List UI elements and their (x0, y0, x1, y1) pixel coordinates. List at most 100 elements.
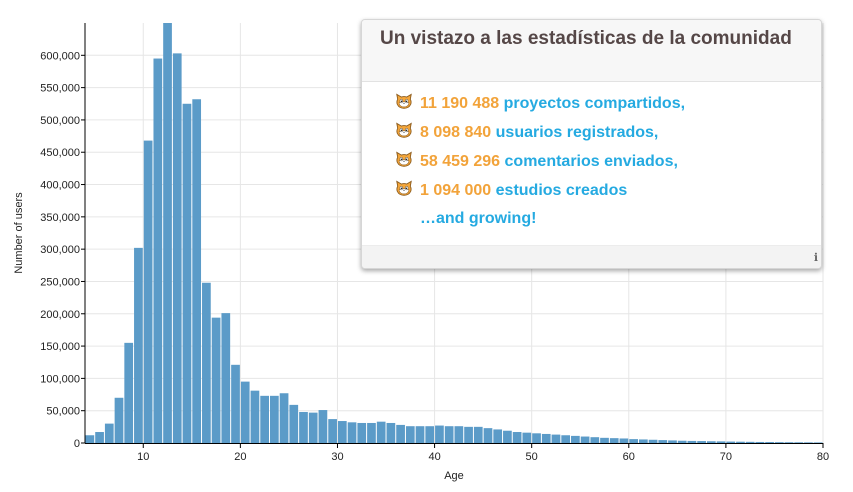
histogram-bar (143, 140, 153, 443)
histogram-bar (716, 441, 726, 443)
x-tick-label: 30 (331, 451, 343, 463)
histogram-bar (512, 432, 522, 443)
histogram-bar (765, 442, 774, 443)
y-tick-label: 50,000 (46, 406, 80, 418)
histogram-bar (153, 58, 163, 444)
scratch-cat-icon (396, 122, 412, 138)
histogram-bar (483, 428, 493, 443)
histogram-bar (405, 426, 415, 443)
histogram-bar (95, 432, 104, 443)
histogram-bar (571, 435, 580, 443)
histogram-bar (114, 397, 124, 443)
stat-label: estudios creados (495, 182, 628, 199)
info-icon[interactable]: ℹ (813, 251, 818, 264)
histogram-bar (648, 439, 658, 443)
bars (85, 23, 823, 444)
histogram-bar (435, 425, 444, 443)
histogram-bar (444, 426, 454, 443)
histogram-bar (745, 441, 755, 443)
y-tick-label: 400,000 (40, 180, 80, 192)
scratch-cat-icon (396, 180, 412, 196)
histogram-bar (493, 429, 503, 443)
stats-item-studios: 1 094 000 estudios creados (395, 178, 821, 207)
histogram-bar (211, 317, 221, 443)
histogram-bar (367, 422, 376, 443)
histogram-bar (134, 247, 143, 443)
y-axis-title: Number of users (13, 192, 25, 274)
histogram-bar (425, 426, 435, 443)
histogram-bar (172, 53, 182, 443)
x-axis-title: Age (444, 470, 464, 482)
histogram-bar (386, 422, 396, 443)
stat-label: comentarios enviados, (504, 153, 678, 170)
stats-panel-footer: ℹ (362, 245, 821, 268)
scratch-cat-icon (396, 93, 412, 109)
histogram-bar (658, 440, 668, 443)
histogram-bar (473, 426, 483, 443)
axes (84, 23, 823, 444)
histogram-bar (522, 432, 532, 443)
histogram-bar (687, 440, 697, 443)
histogram-bar (318, 410, 328, 443)
y-tick-label: 200,000 (40, 309, 80, 321)
histogram-bar (561, 435, 571, 443)
stats-panel-title: Un vistazo a las estadísticas de la comu… (380, 28, 792, 49)
x-axis-ticks: 10 20 30 40 50 60 70 80 (137, 443, 829, 463)
stats-item-comments: 58 459 296 comentarios enviados, (395, 149, 821, 178)
stat-number: 58 459 296 (420, 153, 501, 170)
y-tick-label: 250,000 (40, 276, 80, 288)
histogram-bar (804, 442, 813, 443)
histogram-bar (231, 364, 240, 443)
histogram-bar (163, 23, 172, 443)
histogram-bar (774, 442, 784, 443)
x-tick-label: 70 (720, 451, 732, 463)
histogram-bar (250, 390, 260, 443)
y-tick-label: 300,000 (40, 244, 80, 256)
histogram-bar (104, 423, 114, 443)
histogram-bar (794, 442, 804, 443)
stats-list: 11 190 488 proyectos compartidos, 8 098 … (362, 82, 821, 231)
x-tick-label: 60 (623, 451, 635, 463)
histogram-bar (376, 421, 386, 443)
stat-label: usuarios registrados, (495, 124, 659, 141)
histogram-bar (260, 395, 269, 443)
y-tick-label: 0 (74, 438, 80, 450)
histogram-bar (755, 441, 765, 443)
histogram-bar (541, 433, 551, 443)
histogram-bar (221, 313, 231, 443)
x-tick-label: 40 (428, 451, 440, 463)
x-tick-label: 20 (234, 451, 246, 463)
histogram-bar (697, 441, 706, 443)
histogram-bar (192, 99, 202, 443)
histogram-bar (337, 421, 347, 443)
histogram-bar (600, 437, 609, 443)
x-tick-label: 80 (817, 451, 829, 463)
y-tick-label: 500,000 (40, 115, 80, 127)
histogram-bar (736, 441, 745, 443)
stat-number: 8 098 840 (420, 124, 492, 141)
and-growing-text: …and growing! (420, 210, 537, 227)
histogram-bar (609, 438, 619, 443)
histogram-bar (202, 282, 211, 443)
histogram-bar (85, 435, 95, 443)
histogram-bar (706, 441, 716, 443)
histogram-bar (347, 422, 357, 443)
histogram-bar (289, 404, 299, 443)
histogram-bar (503, 430, 512, 443)
histogram-bar (182, 103, 192, 444)
stats-panel-header: Un vistazo a las estadísticas de la comu… (362, 20, 821, 82)
histogram-bar (464, 426, 473, 443)
histogram-bar (454, 426, 464, 443)
histogram-bar (639, 439, 648, 443)
histogram-bar (668, 440, 677, 443)
stat-label: proyectos compartidos, (503, 95, 686, 112)
community-stats-panel: Un vistazo a las estadísticas de la comu… (361, 19, 822, 269)
histogram-bar (308, 412, 318, 443)
histogram-bar (532, 433, 541, 443)
stat-number: 1 094 000 (420, 182, 492, 199)
histogram-bar (279, 393, 289, 443)
stats-item-projects: 11 190 488 proyectos compartidos, (395, 91, 821, 120)
histogram-bar (328, 419, 337, 443)
stats-item-users: 8 098 840 usuarios registrados, (395, 120, 821, 149)
histogram-bar (124, 342, 134, 443)
